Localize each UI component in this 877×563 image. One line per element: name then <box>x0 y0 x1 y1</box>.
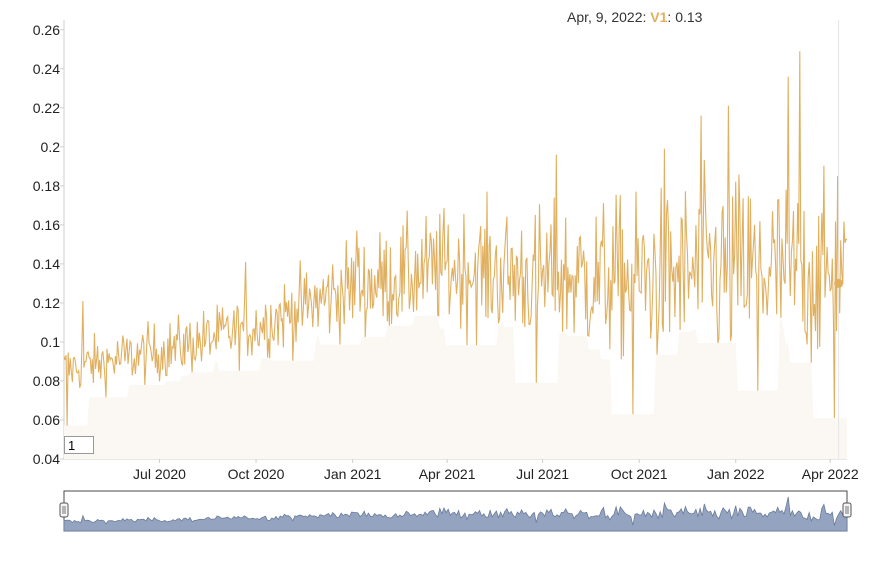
y-tick-label: 0.04 <box>33 451 60 467</box>
legend-date: Apr, 9, 2022: <box>567 9 647 25</box>
y-tick-label: 0.24 <box>33 61 60 77</box>
y-tick-label: 0.08 <box>33 373 60 389</box>
series-line-v1[interactable] <box>63 51 848 426</box>
range-selector[interactable] <box>59 490 852 532</box>
roll-period-input[interactable] <box>64 436 94 454</box>
legend-value: 0.13 <box>675 9 703 25</box>
y-tick-label: 0.12 <box>33 295 60 311</box>
range-handle-right[interactable] <box>842 502 852 518</box>
y-tick-label: 0.14 <box>33 256 60 272</box>
y-axis: 0.04 0.06 0.08 0.1 0.12 0.14 0.16 0.18 0.2 0.22 0.… <box>33 22 64 467</box>
plot-area[interactable] <box>63 20 848 460</box>
legend-colon: : <box>667 9 676 25</box>
range-handle-left[interactable] <box>59 502 69 518</box>
x-tick-label: Oct 2021 <box>611 466 668 482</box>
y-tick-label: 0.18 <box>33 178 60 194</box>
x-axis: Jul 2020 Oct 2020 Jan 2021 Apr 2021 Jul 2021… <box>133 459 859 482</box>
y-tick-label: 0.22 <box>33 100 60 116</box>
highlight-point[interactable] <box>834 278 844 288</box>
y-tick-label: 0.2 <box>41 139 61 155</box>
range-selector-minigraph <box>63 496 848 532</box>
y-tick-label: 0.26 <box>33 22 60 38</box>
y-tick-label: 0.1 <box>41 334 61 350</box>
x-tick-label: Jan 2022 <box>707 466 765 482</box>
legend-series-name: V1 <box>650 9 668 25</box>
series-fill-area <box>64 315 847 459</box>
x-tick-label: Apr 2022 <box>802 466 859 482</box>
y-tick-label: 0.06 <box>33 412 60 428</box>
x-tick-label: Jul 2020 <box>133 466 186 482</box>
hover-legend: Apr, 9, 2022: V1: 0.13 <box>567 9 702 25</box>
x-tick-label: Jul 2021 <box>516 466 569 482</box>
x-tick-label: Oct 2020 <box>228 466 285 482</box>
x-tick-label: Jan 2021 <box>324 466 382 482</box>
y-tick-label: 0.16 <box>33 217 60 233</box>
x-tick-label: Apr 2021 <box>419 466 476 482</box>
